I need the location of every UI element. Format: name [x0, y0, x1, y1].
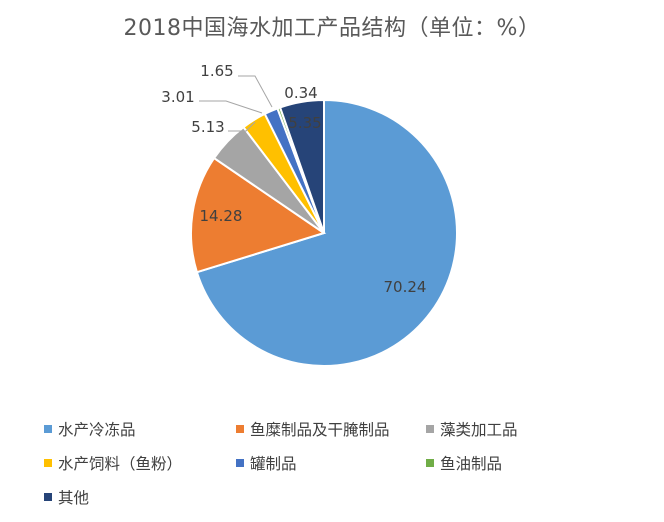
legend-label: 水产冷冻品 [58, 421, 136, 439]
data-label-2: 14.28 [200, 207, 243, 225]
leader-line-5 [238, 75, 273, 108]
data-label-4: 3.01 [161, 88, 194, 106]
legend-item-7: 其他 [44, 486, 89, 508]
data-label-7: 5.35 [288, 114, 321, 132]
legend-item-5: 罐制品 [236, 452, 297, 474]
data-labels: 70.24 14.28 5.13 3.01 1.65 0.34 5.35 [161, 62, 426, 296]
legend-item-4: 水产饲料（鱼粉） [44, 452, 182, 474]
legend-swatch [236, 425, 244, 433]
legend-swatch [44, 459, 52, 467]
leader-lines [199, 75, 273, 132]
legend-item-2: 鱼糜制品及干腌制品 [236, 418, 390, 440]
legend-item-3: 藻类加工品 [426, 418, 518, 440]
data-label-3: 5.13 [191, 118, 224, 136]
chart-title: 2018中国海水加工产品结构（单位：%） [123, 16, 541, 41]
leader-line-4 [199, 100, 263, 114]
legend-swatch [426, 425, 434, 433]
legend-swatch [236, 459, 244, 467]
legend-label: 罐制品 [250, 455, 297, 473]
pie-slice-1 [195, 98, 458, 367]
legend-swatch [426, 459, 434, 467]
pie-slices [190, 98, 458, 367]
pie-slice-2 [190, 156, 327, 274]
legend-item-1: 水产冷冻品 [44, 418, 136, 440]
legend-label: 水产饲料（鱼粉） [58, 455, 183, 473]
legend-label: 鱼糜制品及干腌制品 [250, 421, 390, 439]
legend-swatch [44, 493, 52, 501]
legend-label: 藻类加工品 [440, 421, 518, 439]
leader-line-3 [228, 121, 256, 132]
data-label-1: 70.24 [384, 278, 427, 296]
legend-label: 其他 [58, 489, 90, 507]
data-label-5: 1.65 [200, 62, 233, 80]
legend-swatch [44, 425, 52, 433]
legend-label: 鱼油制品 [440, 455, 503, 473]
legend-item-6: 鱼油制品 [426, 452, 502, 474]
pie-slice-7 [278, 98, 325, 234]
data-label-6: 0.34 [284, 84, 317, 102]
